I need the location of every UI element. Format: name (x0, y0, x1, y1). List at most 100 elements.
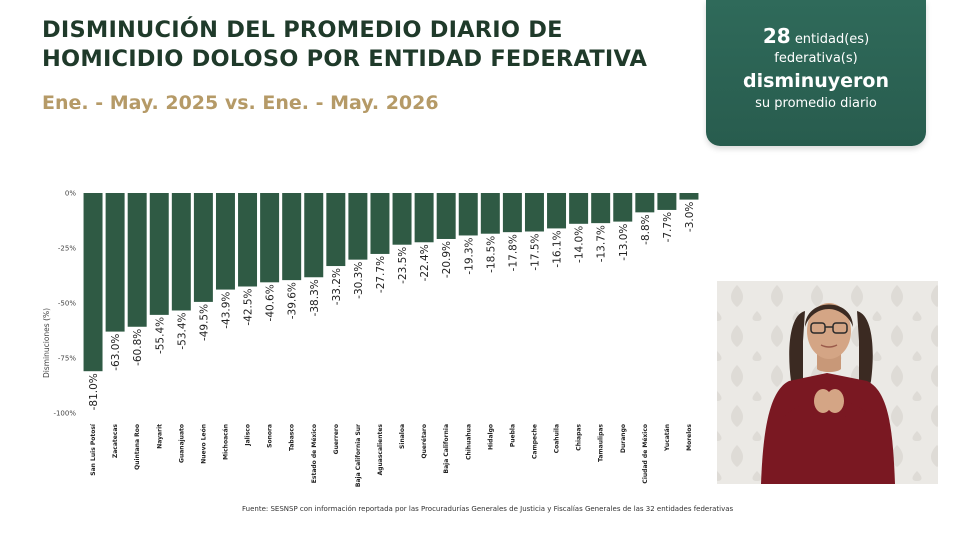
category-label: Campeche (531, 424, 538, 459)
bar (458, 193, 478, 236)
category-label: Querétaro (421, 424, 428, 458)
bar (238, 193, 258, 287)
bar (326, 193, 346, 267)
category-label: Quintana Roo (134, 424, 141, 470)
data-label: -19.3% (463, 237, 475, 274)
data-label: -14.0% (574, 226, 586, 263)
sign-language-interpreter-video (717, 281, 938, 484)
data-label: -18.5% (485, 236, 497, 273)
category-label: Tamaulipas (598, 424, 605, 462)
category-label: Durango (620, 424, 627, 453)
bar (149, 193, 169, 315)
data-label: -17.8% (507, 234, 519, 271)
category-label: Yucatán (664, 424, 671, 452)
category-labels: San Luis Potosí Zacatecas Quintana Roo Naya… (90, 423, 693, 487)
data-label: -60.8% (132, 329, 144, 366)
y-axis: 0% -25% -50% -75% -100% Disminuciones (%) (42, 190, 76, 418)
page-title: DISMINUCIÓN DEL PROMEDIO DIARIO DE HOMIC… (42, 16, 702, 74)
bar (591, 193, 611, 224)
data-label: -40.6% (265, 284, 277, 321)
y-tick-label: -75% (58, 355, 76, 363)
title-line-2: HOMICIDIO DOLOSO POR ENTIDAD FEDERATIVA (42, 46, 648, 72)
y-axis-title: Disminuciones (%) (42, 308, 51, 378)
data-label: -30.3% (353, 262, 365, 299)
bar (193, 193, 213, 302)
bar (171, 193, 191, 311)
category-label: Michoacán (222, 424, 229, 460)
data-label: -55.4% (154, 317, 166, 354)
bar (613, 193, 633, 222)
category-label: Morelos (686, 424, 693, 451)
data-label: -3.0% (684, 202, 696, 232)
data-label: -8.8% (640, 214, 652, 244)
data-label: -17.5% (529, 233, 541, 270)
period-subtitle: Ene. - May. 2025 vs. Ene. - May. 2026 (42, 92, 439, 114)
category-label: Guanajuato (178, 424, 185, 463)
category-label: Estado de México (311, 424, 318, 483)
y-tick-label: 0% (65, 190, 76, 198)
bar (502, 193, 522, 233)
category-label: Zacatecas (112, 424, 119, 459)
bar (679, 193, 699, 200)
bar (547, 193, 567, 229)
bar (304, 193, 324, 278)
data-label: -22.4% (419, 244, 431, 281)
category-label: Sinaloa (399, 424, 406, 449)
category-label: Baja California (443, 424, 450, 473)
summary-line-4: su promedio diario (755, 96, 877, 111)
summary-line-1: 28 entidad(es) (706, 24, 926, 48)
bar (524, 193, 544, 232)
category-label: Nayarit (156, 424, 163, 449)
category-label: San Luis Potosí (90, 423, 97, 476)
data-label: -33.2% (331, 268, 343, 305)
category-label: Guerrero (333, 424, 340, 454)
category-label: Tabasco (289, 424, 296, 451)
bar (127, 193, 147, 327)
category-label: Puebla (509, 424, 516, 447)
y-tick-label: -100% (53, 410, 76, 418)
summary-line-3: disminuyeron (742, 70, 889, 92)
data-label: -81.0% (88, 373, 100, 410)
bar (348, 193, 368, 260)
data-label: -39.6% (287, 282, 299, 319)
bar (83, 193, 103, 372)
title-line-1: DISMINUCIÓN DEL PROMEDIO DIARIO DE (42, 17, 563, 43)
bar (215, 193, 235, 290)
y-tick-label: -50% (58, 300, 76, 308)
bar (480, 193, 500, 234)
data-label: -13.7% (596, 225, 608, 262)
bar (635, 193, 655, 213)
data-label: -42.5% (243, 288, 255, 325)
summary-count-suffix: entidad(es) (794, 32, 870, 47)
data-label: -13.0% (618, 224, 630, 261)
bar (392, 193, 412, 245)
source-note: Fuente: SESNSP con información reportada… (242, 505, 734, 513)
data-label: -27.7% (375, 256, 387, 293)
data-label: -38.3% (309, 279, 321, 316)
interpreter-illustration (717, 281, 938, 484)
bar (414, 193, 434, 243)
category-label: Chihuahua (465, 424, 472, 460)
bar (657, 193, 677, 210)
data-label: -63.0% (110, 334, 122, 371)
category-label: Hidalgo (487, 424, 494, 450)
y-tick-label: -25% (58, 245, 76, 253)
category-label: Coahuila (554, 424, 561, 453)
bar (105, 193, 125, 332)
bar (370, 193, 390, 254)
data-label: -16.1% (552, 230, 564, 267)
data-label: -7.7% (662, 212, 674, 242)
category-label: Chiapas (576, 424, 583, 451)
bar (436, 193, 456, 239)
data-label: -53.4% (176, 312, 188, 349)
category-label: Aguascalientes (377, 424, 384, 476)
bar (260, 193, 280, 283)
summary-count: 28 (762, 24, 791, 48)
category-label: Sonora (267, 424, 274, 448)
category-label: Ciudad de México (642, 424, 649, 484)
category-label: Nuevo León (200, 424, 207, 464)
bar (569, 193, 589, 224)
data-labels: -81.0% -63.0% -60.8% -55.4% -53.4% -49.5% -43.… (88, 202, 696, 411)
category-label: Baja California Sur (355, 424, 362, 487)
